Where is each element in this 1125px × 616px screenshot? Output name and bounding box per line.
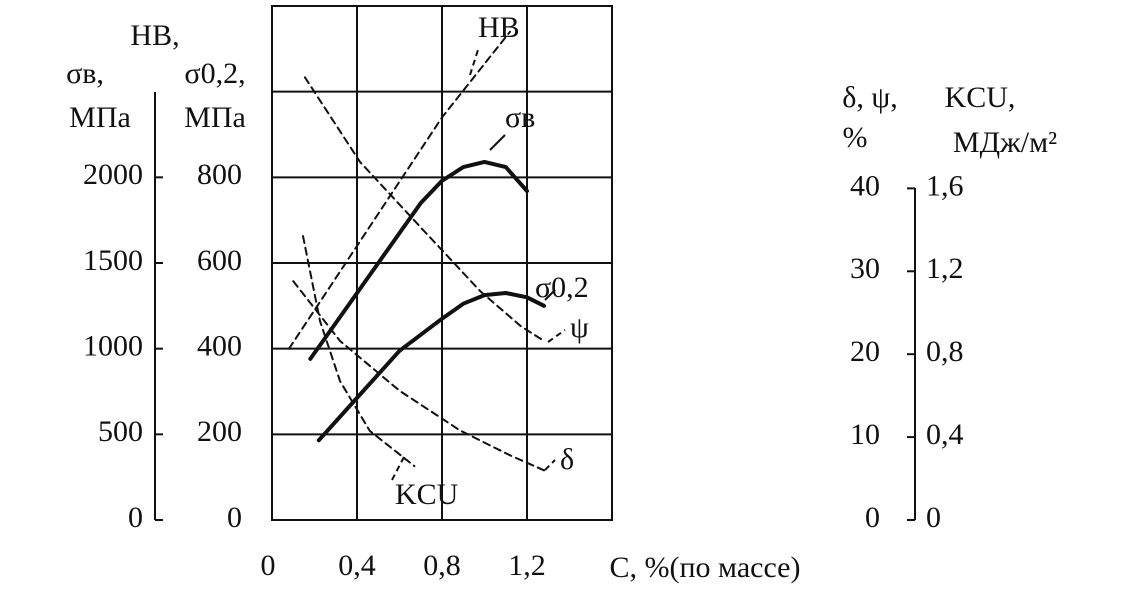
leader <box>391 454 406 481</box>
y4-tick-label: 0 <box>926 501 941 534</box>
x-tick-label: 0 <box>261 549 276 582</box>
axis-title: МПа <box>69 101 131 134</box>
series-label: σ0,2 <box>535 271 589 304</box>
x-axis-title: C, %(по массе) <box>610 551 801 584</box>
axis-title: МПа <box>184 101 246 134</box>
y2-tick-label: 2000 <box>83 158 143 191</box>
axis-title: HB, <box>130 19 179 52</box>
x-tick-label: 0,4 <box>338 549 376 582</box>
axis-title: σ0,2, <box>184 57 245 90</box>
y4-tick-label: 1,6 <box>926 169 964 202</box>
y3-tick-label: 10 <box>850 418 880 451</box>
series-line <box>288 30 511 350</box>
y-tick-label: 400 <box>197 330 242 363</box>
y3-tick-label: 20 <box>850 335 880 368</box>
leader <box>544 289 556 301</box>
series-line <box>302 235 416 468</box>
axis-title: % <box>843 121 868 154</box>
axis-title: KCU, <box>945 81 1016 114</box>
series-label: ψ <box>570 311 589 344</box>
y3-tick-label: 0 <box>865 501 880 534</box>
leader <box>547 329 566 343</box>
series-line <box>303 76 545 342</box>
x-tick-label: 0,8 <box>423 549 461 582</box>
y3-tick-label: 40 <box>850 169 880 202</box>
series-label: KCU <box>395 478 459 511</box>
series-label: HB <box>478 11 520 44</box>
y-tick-label: 800 <box>197 158 242 191</box>
y2-tick-label: 1000 <box>83 330 143 363</box>
axis-title: σв, <box>66 57 104 90</box>
y-tick-label: 200 <box>197 415 242 448</box>
y2-tick-label: 1500 <box>83 244 143 277</box>
series-label: δ <box>560 443 574 476</box>
y4-tick-label: 0,8 <box>926 335 964 368</box>
axis-title: МДж/м² <box>953 126 1057 159</box>
series-line <box>316 291 546 443</box>
leader <box>469 49 479 76</box>
y-tick-label: 0 <box>227 501 242 534</box>
series-label: σв <box>505 101 535 134</box>
leader <box>544 459 556 471</box>
series-line <box>292 280 545 472</box>
x-tick-label: 1,2 <box>508 549 546 582</box>
series-line <box>308 159 529 361</box>
y4-tick-label: 1,2 <box>926 252 964 285</box>
y4-tick-label: 0,4 <box>926 418 964 451</box>
y2-tick-label: 500 <box>98 415 143 448</box>
y-tick-label: 600 <box>197 244 242 277</box>
y2-tick-label: 0 <box>128 501 143 534</box>
y3-tick-label: 30 <box>850 252 880 285</box>
axis-title: δ, ψ, <box>842 81 897 114</box>
leader <box>489 134 506 151</box>
